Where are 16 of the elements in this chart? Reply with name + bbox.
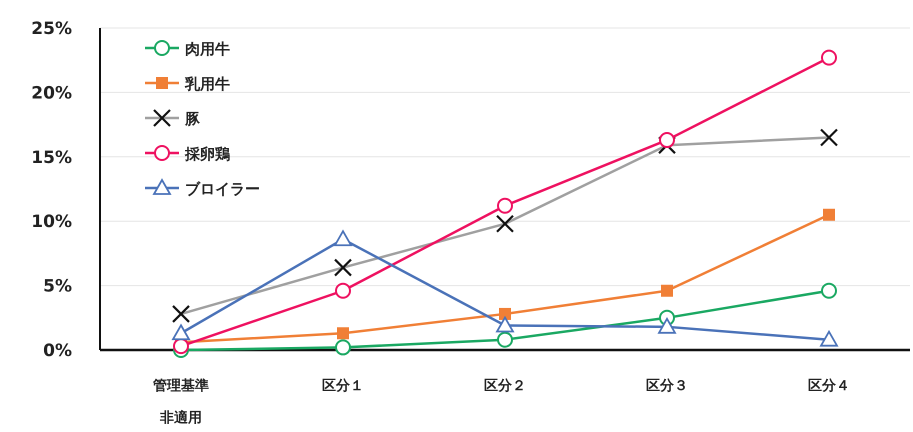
legend-label: 豚	[184, 110, 201, 128]
legend-label: 肉用牛	[185, 40, 230, 58]
x-tick-label: 区分３	[646, 378, 688, 394]
x-tick-label: 区分２	[484, 378, 526, 394]
x-tick-label: 区分４	[808, 378, 850, 394]
legend-label: ブロイラー	[185, 180, 260, 198]
x-tick-label: 区分１	[322, 378, 364, 394]
x-tick-label: 管理基準非適用	[152, 378, 209, 426]
y-tick-label: 5%	[43, 276, 72, 297]
legend-label: 採卵鶏	[184, 145, 230, 163]
y-tick-label: 0%	[43, 341, 72, 361]
legend-label: 乳用牛	[184, 75, 230, 93]
y-tick-label: 25%	[31, 19, 72, 39]
y-tick-label: 10%	[31, 212, 72, 232]
y-tick-label: 15%	[31, 148, 72, 168]
y-tick-label: 20%	[31, 83, 72, 104]
